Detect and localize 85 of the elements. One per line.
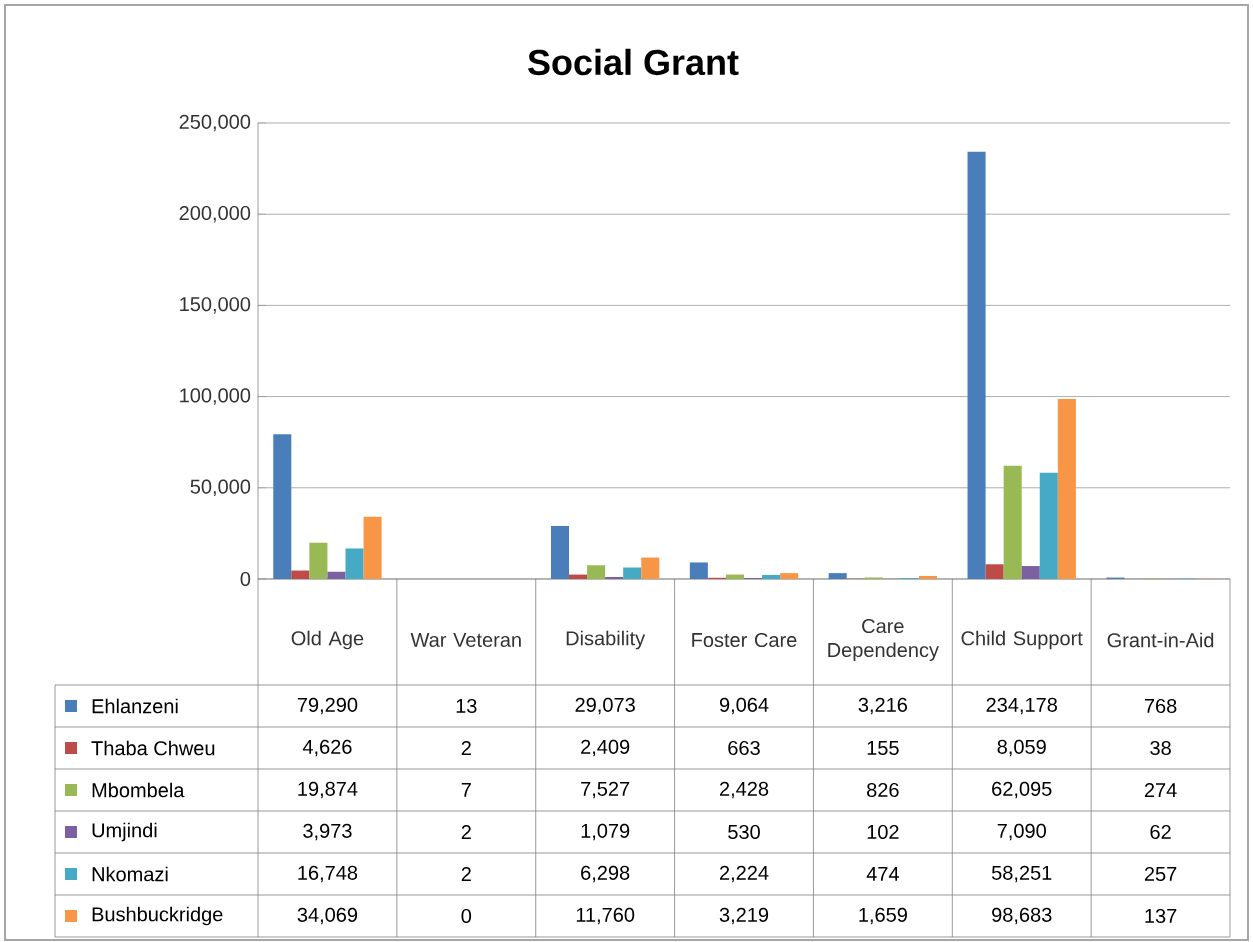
data-label: 34,069	[297, 907, 358, 925]
data-label: 19,874	[298, 781, 358, 799]
chart-title: Social Grant	[528, 48, 739, 76]
x-tick-label: Foster Care	[692, 632, 797, 648]
bar	[273, 434, 292, 579]
data-label: 3,973	[303, 823, 352, 841]
bar	[689, 562, 708, 579]
data-label: 11,760	[576, 907, 635, 925]
y-tick-label: 50,000	[190, 479, 251, 497]
x-tick-label: Old Age	[291, 630, 364, 650]
data-label: 102	[867, 824, 899, 840]
data-label: 137	[1145, 908, 1177, 924]
data-label: 2,224	[719, 865, 769, 883]
bar	[309, 542, 328, 579]
bar	[1057, 398, 1076, 579]
y-tick-label: 200,000	[179, 205, 251, 223]
data-label: 8,059	[997, 739, 1046, 757]
data-label: 0	[461, 908, 472, 924]
bar	[569, 574, 588, 579]
data-label: 3,219	[719, 907, 769, 925]
bar	[725, 574, 744, 579]
bar	[985, 564, 1004, 579]
bar	[363, 516, 382, 579]
bar	[1039, 472, 1058, 579]
data-label: 663	[728, 740, 760, 756]
data-label: 98,683	[992, 907, 1052, 925]
x-tick-label: War Veteran	[410, 633, 521, 647]
bar	[345, 548, 364, 579]
data-label: 58,251	[991, 865, 1052, 883]
legend-label: Ehlanzeni	[92, 698, 178, 714]
bar	[550, 525, 570, 579]
bar	[762, 574, 781, 579]
data-label: 29,073	[575, 697, 635, 715]
data-label: 13	[456, 698, 477, 714]
data-label: 2,428	[719, 781, 769, 799]
data-label: 768	[1144, 698, 1177, 714]
data-label: 530	[728, 824, 760, 840]
y-tick-label: 0	[240, 571, 251, 587]
data-label: 2	[461, 825, 471, 839]
bar	[291, 570, 310, 579]
data-label: 234,178	[986, 697, 1057, 715]
data-label: 79,290	[297, 697, 358, 715]
data-label: 257	[1144, 866, 1177, 882]
data-label: 9,064	[719, 697, 769, 715]
data-label: 7,090	[997, 823, 1046, 841]
bar	[327, 571, 346, 579]
legend-label: Mbombela	[92, 782, 185, 798]
y-tick-label: 150,000	[180, 297, 251, 314]
bar	[967, 151, 986, 579]
data-label: 7,527	[581, 781, 630, 799]
bar	[1021, 566, 1040, 579]
data-label: 2	[461, 741, 471, 755]
data-label: 826	[867, 782, 899, 798]
y-tick-label: 250,000	[179, 114, 251, 132]
bar	[918, 575, 938, 579]
x-tick-label: Grant-in-Aid	[1107, 632, 1214, 648]
x-tick-label: Child Support	[961, 630, 1083, 650]
legend-label: Nkomazi	[92, 866, 168, 882]
data-label: 4,626	[302, 739, 352, 757]
x-tick-label: Disability	[566, 630, 646, 650]
x-tick-label: Care Dependency	[828, 618, 939, 662]
y-tick-label: 100,000	[180, 388, 251, 405]
data-label: 62	[1150, 824, 1171, 840]
data-label: 1,659	[859, 907, 907, 925]
legend-label: Umjindi	[92, 822, 157, 842]
bar	[1003, 465, 1022, 579]
data-label: 274	[1144, 783, 1177, 797]
data-label: 2	[461, 867, 471, 881]
bar	[641, 557, 660, 579]
data-label: 155	[867, 741, 899, 755]
data-label: 38	[1150, 740, 1171, 756]
legend-label: Thaba Chweu	[91, 740, 215, 756]
data-label: 62,095	[992, 781, 1052, 799]
data-label: 2,409	[581, 739, 630, 757]
data-label: 1,079	[581, 823, 630, 841]
data-label: 7	[461, 783, 471, 797]
bar	[828, 573, 847, 579]
bar	[587, 565, 606, 579]
data-label: 474	[866, 867, 899, 881]
bar	[623, 567, 642, 579]
data-label: 16,748	[298, 865, 358, 883]
bar	[780, 573, 799, 579]
legend-label: Bushbuckridge	[92, 906, 223, 926]
data-label: 3,216	[858, 697, 908, 715]
data-label: 6,298	[581, 865, 630, 883]
